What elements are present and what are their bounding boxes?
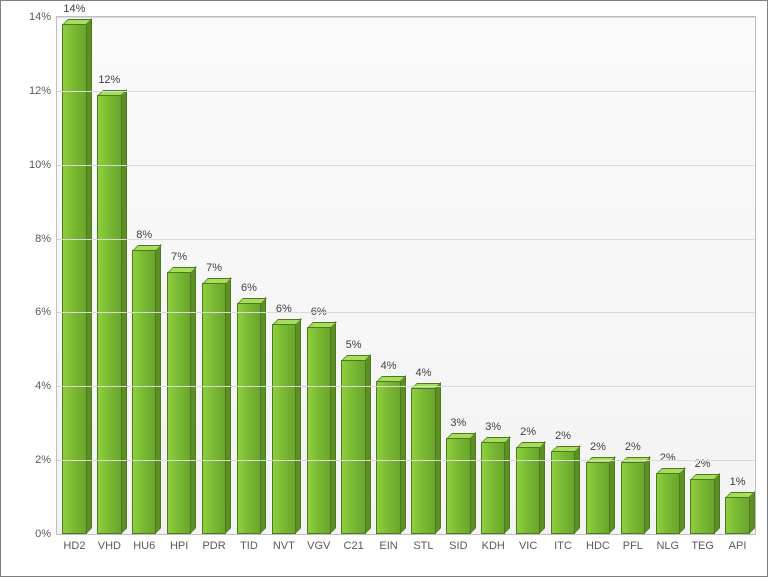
gridline [57, 91, 755, 92]
chart-frame: 14%12%8%7%7%6%6%6%5%4%4%3%3%2%2%2%2%2%2%… [0, 0, 768, 577]
x-axis-category-label: TID [240, 534, 258, 552]
bar: 6% [237, 303, 261, 534]
bar: 7% [167, 272, 191, 534]
x-axis-category-label: ITC [554, 534, 572, 552]
bar: 2% [621, 462, 645, 534]
y-axis-tick-label: 2% [35, 454, 57, 466]
y-axis-tick-label: 0% [35, 528, 57, 540]
x-axis-category-label: VHD [98, 534, 121, 552]
bar: 2% [690, 479, 714, 534]
bar: 2% [656, 473, 680, 534]
gridline [57, 165, 755, 166]
y-axis-tick-label: 4% [35, 380, 57, 392]
x-axis-category-label: PFL [623, 534, 643, 552]
bar-value-label: 12% [98, 74, 120, 86]
gridline [57, 312, 755, 313]
y-axis-tick-label: 12% [29, 85, 57, 97]
x-axis-category-label: HDC [586, 534, 610, 552]
x-axis-category-label: NVT [273, 534, 295, 552]
bar-value-label: 4% [381, 360, 397, 372]
x-axis-category-label: C21 [344, 534, 364, 552]
bar: 8% [132, 250, 156, 534]
x-axis-category-label: VIC [519, 534, 537, 552]
x-axis-category-label: STL [413, 534, 433, 552]
bar-value-label: 2% [555, 430, 571, 442]
bar-value-label: 2% [590, 441, 606, 453]
bar-value-label: 6% [241, 282, 257, 294]
bar-value-label: 4% [415, 367, 431, 379]
bar: 2% [586, 462, 610, 534]
bar-value-label: 5% [346, 339, 362, 351]
bar: 2% [551, 451, 575, 534]
bar: 14% [62, 24, 86, 534]
bar: 12% [97, 95, 121, 534]
x-axis-category-label: HD2 [63, 534, 85, 552]
bar-value-label: 7% [206, 262, 222, 274]
bar: 1% [725, 497, 749, 534]
bar-value-label: 2% [520, 426, 536, 438]
bar-value-label: 3% [450, 417, 466, 429]
x-axis-category-label: SID [449, 534, 467, 552]
bar-value-label: 1% [730, 476, 746, 488]
gridline [57, 17, 755, 18]
x-axis-category-label: NLG [656, 534, 679, 552]
bar: 3% [446, 438, 470, 534]
x-axis-category-label: EIN [379, 534, 397, 552]
bar: 3% [481, 442, 505, 534]
bar: 6% [272, 324, 296, 534]
gridline [57, 386, 755, 387]
y-axis-tick-label: 6% [35, 306, 57, 318]
bar-value-label: 3% [485, 421, 501, 433]
bar: 7% [202, 283, 226, 534]
bar-value-label: 2% [660, 452, 676, 464]
x-axis-category-label: TEG [691, 534, 714, 552]
x-axis-category-label: PDR [202, 534, 225, 552]
x-axis-category-label: HPI [170, 534, 188, 552]
x-axis-category-label: HU6 [133, 534, 155, 552]
gridline [57, 239, 755, 240]
bar-value-label: 7% [171, 251, 187, 263]
bar: 4% [376, 381, 400, 534]
x-axis-category-label: API [729, 534, 747, 552]
x-axis-category-label: VGV [307, 534, 330, 552]
bar-value-label: 14% [63, 3, 85, 15]
bar: 6% [307, 327, 331, 534]
y-axis-tick-label: 14% [29, 11, 57, 23]
x-axis-category-label: KDH [482, 534, 505, 552]
bar-value-label: 2% [625, 441, 641, 453]
y-axis-tick-label: 10% [29, 159, 57, 171]
bars-layer: 14%12%8%7%7%6%6%6%5%4%4%3%3%2%2%2%2%2%2%… [57, 17, 755, 534]
plot-area: 14%12%8%7%7%6%6%6%5%4%4%3%3%2%2%2%2%2%2%… [56, 16, 756, 535]
gridline [57, 460, 755, 461]
y-axis-tick-label: 8% [35, 233, 57, 245]
